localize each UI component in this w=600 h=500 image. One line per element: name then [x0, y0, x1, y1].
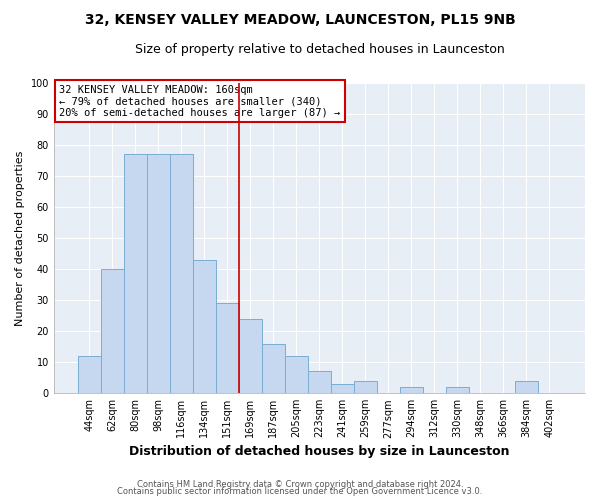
Title: Size of property relative to detached houses in Launceston: Size of property relative to detached ho…	[134, 42, 504, 56]
Bar	[147, 154, 170, 393]
Bar	[239, 319, 262, 393]
Bar	[193, 260, 216, 393]
Text: 32 KENSEY VALLEY MEADOW: 160sqm
← 79% of detached houses are smaller (340)
20% o: 32 KENSEY VALLEY MEADOW: 160sqm ← 79% of…	[59, 84, 340, 118]
Bar	[354, 381, 377, 393]
Bar	[124, 154, 147, 393]
Text: Contains HM Land Registry data © Crown copyright and database right 2024.: Contains HM Land Registry data © Crown c…	[137, 480, 463, 489]
Bar	[262, 344, 285, 393]
X-axis label: Distribution of detached houses by size in Launceston: Distribution of detached houses by size …	[129, 444, 509, 458]
Y-axis label: Number of detached properties: Number of detached properties	[15, 150, 25, 326]
Text: Contains public sector information licensed under the Open Government Licence v3: Contains public sector information licen…	[118, 488, 482, 496]
Bar	[170, 154, 193, 393]
Bar	[331, 384, 354, 393]
Bar	[446, 387, 469, 393]
Bar	[101, 269, 124, 393]
Bar	[400, 387, 423, 393]
Bar	[216, 304, 239, 393]
Bar	[78, 356, 101, 393]
Bar	[285, 356, 308, 393]
Bar	[515, 381, 538, 393]
Text: 32, KENSEY VALLEY MEADOW, LAUNCESTON, PL15 9NB: 32, KENSEY VALLEY MEADOW, LAUNCESTON, PL…	[85, 12, 515, 26]
Bar	[308, 372, 331, 393]
